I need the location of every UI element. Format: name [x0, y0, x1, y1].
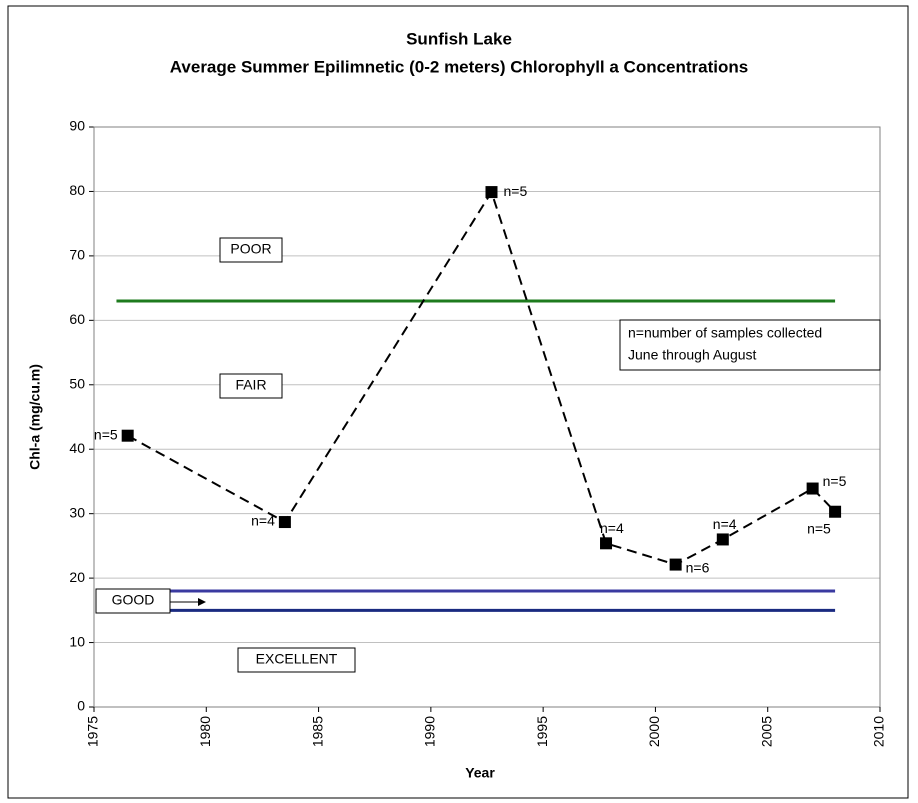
y-axis-label: Chl-a (mg/cu.m)	[27, 364, 43, 470]
x-tick-label: 1985	[309, 716, 325, 747]
chart-frame	[7, 5, 909, 799]
data-marker	[806, 482, 819, 495]
point-label: n=4	[713, 516, 737, 532]
y-tick-label: 90	[69, 118, 85, 134]
point-label: n=5	[503, 183, 527, 199]
zone-box	[237, 647, 356, 673]
x-tick-label: 2000	[646, 716, 662, 747]
data-marker	[278, 516, 291, 529]
x-tick-label: 1995	[534, 716, 550, 747]
x-tick-label: 1980	[197, 716, 213, 747]
data-marker	[669, 558, 682, 571]
y-tick-label: 30	[69, 504, 85, 520]
data-marker	[829, 505, 842, 518]
chart-subtitle: Average Summer Epilimnetic (0-2 meters) …	[170, 57, 748, 76]
note-text: June through August	[628, 347, 757, 363]
zone-label: FAIR	[235, 377, 266, 393]
plot-area	[93, 126, 881, 708]
y-tick-label: 0	[77, 698, 85, 714]
data-marker	[600, 537, 613, 550]
zone-label: EXCELLENT	[256, 651, 338, 667]
point-label: n=4	[600, 520, 624, 536]
y-tick-label: 80	[69, 182, 85, 198]
x-tick-label: 1975	[85, 716, 101, 747]
point-label: n=5	[823, 473, 847, 489]
note-box	[619, 319, 881, 371]
arrow-head	[198, 598, 206, 606]
point-label: n=6	[686, 559, 710, 575]
note-text: n=number of samples collected	[628, 325, 822, 341]
zone-box	[95, 588, 171, 614]
y-tick-label: 10	[69, 633, 85, 649]
zone-label: POOR	[230, 241, 271, 257]
zone-label: GOOD	[112, 592, 155, 608]
y-tick-label: 20	[69, 569, 85, 585]
y-tick-label: 50	[69, 375, 85, 391]
chart-title: Sunfish Lake	[406, 29, 512, 48]
x-tick-label: 2010	[871, 716, 887, 747]
point-label: n=4	[251, 513, 275, 529]
x-axis-label: Year	[465, 765, 495, 781]
y-tick-label: 60	[69, 311, 85, 327]
x-tick-label: 2005	[758, 716, 774, 747]
zone-box	[219, 373, 283, 399]
data-line	[127, 189, 836, 566]
point-label: n=5	[807, 520, 831, 536]
y-tick-label: 70	[69, 247, 85, 263]
data-marker	[716, 533, 729, 546]
point-label: n=5	[94, 426, 118, 442]
y-tick-label: 40	[69, 440, 85, 456]
zone-box	[219, 237, 283, 263]
data-marker	[485, 186, 498, 199]
x-tick-label: 1990	[422, 716, 438, 747]
data-marker	[121, 429, 134, 442]
